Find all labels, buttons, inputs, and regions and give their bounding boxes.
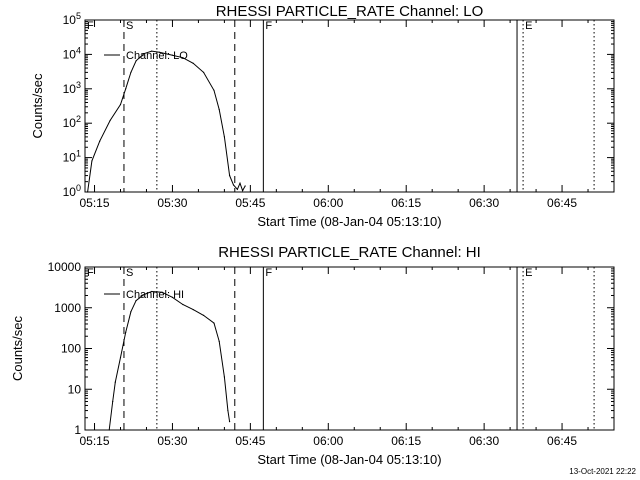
series-line-channel-lo: [87, 50, 246, 193]
data-point: [236, 188, 238, 190]
event-marker-label-s: S: [126, 20, 133, 32]
event-marker-label-f: F: [265, 267, 272, 279]
legend-label: Channel: HI: [126, 289, 184, 301]
y-tick-label: 103: [63, 80, 81, 96]
data-point: [223, 136, 225, 138]
y-tick-label: 1000: [54, 301, 81, 315]
x-tick-label-06-45: 06:45: [547, 434, 577, 448]
data-point: [203, 71, 205, 73]
data-point: [130, 311, 132, 313]
data-point: [192, 309, 194, 311]
chart-title: RHESSI PARTICLE_RATE Channel: HI: [218, 244, 481, 261]
data-point: [223, 376, 225, 378]
data-point: [228, 421, 231, 423]
x-axis-label: Start Time (08-Jan-04 05:13:10): [257, 214, 441, 229]
x-tick-label-05-30: 05:30: [157, 434, 187, 448]
x-tick-label-05-45: 05:45: [235, 434, 265, 448]
x-tick-label-06-45: 06:45: [547, 196, 577, 210]
data-point: [218, 108, 220, 111]
data-point: [213, 322, 215, 324]
x-tick-label-06-00: 06:00: [313, 434, 343, 448]
data-point: [114, 381, 116, 383]
data-point: [151, 50, 153, 52]
y-tick-label: 10: [68, 382, 82, 396]
y-tick-label: 100: [61, 342, 81, 356]
event-marker-label-f: F: [265, 20, 272, 32]
y-tick-label: 10000: [48, 260, 82, 274]
data-point: [171, 54, 174, 56]
data-point: [171, 296, 174, 298]
x-tick-label-05-45: 05:45: [235, 196, 265, 210]
x-tick-label-05-30: 05:30: [157, 196, 187, 210]
data-point: [158, 51, 161, 53]
data-point: [86, 191, 89, 193]
x-tick-label-06-30: 06:30: [469, 196, 499, 210]
y-axis-label: Counts/sec: [10, 315, 25, 381]
y-axis-label: Counts/sec: [30, 73, 45, 139]
data-point: [125, 88, 127, 90]
data-point: [91, 160, 93, 162]
y-tick-label: 101: [63, 149, 81, 165]
data-point: [218, 340, 220, 342]
data-point: [109, 119, 111, 122]
data-point: [182, 57, 184, 59]
data-point: [213, 89, 215, 91]
legend-label: Channel: LO: [126, 50, 188, 62]
data-point: [99, 140, 101, 142]
data-point: [182, 303, 184, 306]
data-point: [203, 314, 205, 316]
x-axis-label: Start Time (08-Jan-04 05:13:10): [257, 452, 441, 467]
hi-channel-panel: RHESSI PARTICLE_RATE Channel: HI 05:15 05:…: [10, 244, 615, 467]
series-line-channel-hi: [108, 290, 231, 431]
x-tick-label-05-15: 05:15: [80, 196, 110, 210]
data-point: [143, 294, 145, 296]
data-point: [192, 62, 194, 64]
data-point: [241, 189, 244, 192]
data-point: [108, 429, 110, 431]
y-tick-label: 100: [63, 183, 81, 199]
data-point: [119, 103, 122, 106]
event-marker-label-f: F: [87, 267, 94, 279]
data-point: [143, 53, 145, 55]
data-point: [244, 185, 246, 187]
x-tick-label-06-15: 06:15: [391, 196, 421, 210]
data-point: [135, 299, 137, 302]
data-point: [130, 71, 132, 73]
data-point: [135, 60, 137, 62]
x-tick-label-06-30: 06:30: [469, 434, 499, 448]
data-point: [151, 290, 153, 293]
plot-timestamp: 13-Oct-2021 22:22: [569, 467, 636, 476]
data-point: [161, 291, 163, 293]
plot-frame: [84, 19, 615, 193]
data-point: [119, 356, 122, 359]
x-tick-label-06-00: 06:00: [313, 196, 343, 210]
data-point: [232, 184, 235, 186]
x-tick-label-05-15: 05:15: [80, 434, 110, 448]
y-tick-label: 104: [63, 45, 81, 61]
lo-channel-panel: RHESSI PARTICLE_RATE Channel: LO 05:15 05:…: [30, 3, 615, 229]
y-tick-label: 102: [63, 114, 81, 130]
y-tick-label: 1: [74, 423, 81, 437]
y-tick-label: 105: [63, 11, 81, 27]
x-tick-label-06-15: 06:15: [391, 434, 421, 448]
event-marker-label-e: E: [525, 267, 532, 279]
event-marker-label-e: E: [525, 20, 532, 32]
data-point: [125, 331, 127, 333]
data-point: [228, 174, 231, 177]
data-point: [112, 400, 114, 403]
data-point: [239, 182, 241, 184]
chart-title: RHESSI PARTICLE_RATE Channel: LO: [216, 3, 484, 20]
event-marker-label-f: F: [87, 20, 94, 32]
data-point: [227, 409, 229, 412]
event-marker-label-s: S: [126, 267, 133, 279]
